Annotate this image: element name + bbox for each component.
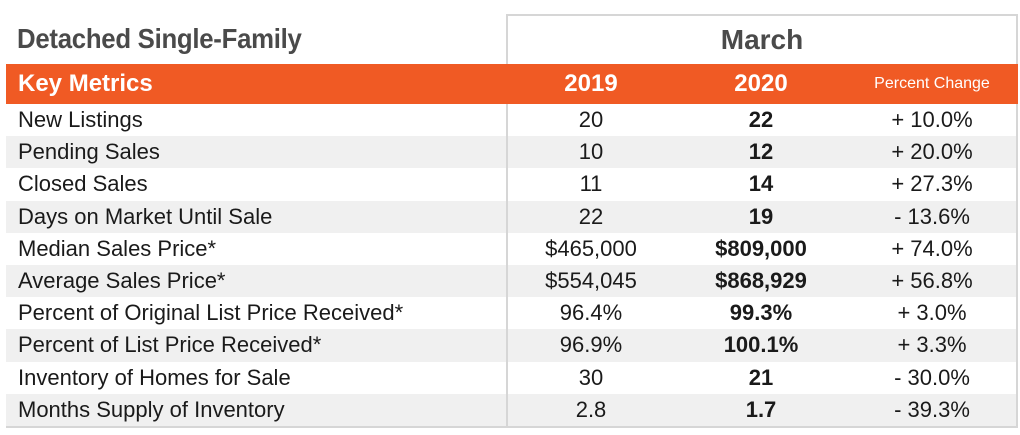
value-2020: 14 bbox=[748, 171, 774, 197]
metric-label: New Listings bbox=[18, 107, 143, 133]
percent-change: + 74.0% bbox=[891, 235, 973, 261]
metric-label: Percent of Original List Price Received* bbox=[18, 300, 404, 326]
value-2020: 19 bbox=[748, 203, 774, 229]
metric-label: Median Sales Price* bbox=[18, 235, 217, 261]
value-2019: $465,000 bbox=[545, 235, 637, 261]
table-row: Median Sales Price* $465,000 $809,000 + … bbox=[6, 233, 1018, 265]
value-2019: 11 bbox=[579, 171, 603, 197]
header-key-metrics: Key Metrics bbox=[18, 70, 153, 97]
value-2019: 2.8 bbox=[575, 396, 607, 422]
table-row: Percent of Original List Price Received*… bbox=[6, 297, 1018, 329]
period-header: March bbox=[506, 14, 1018, 64]
bottom-border bbox=[6, 425, 1018, 428]
header-percent-change: Percent Change bbox=[874, 75, 990, 92]
metrics-table: Detached Single-Family March Key Metrics… bbox=[6, 14, 1018, 428]
table-row: Inventory of Homes for Sale 30 21 - 30.0… bbox=[6, 362, 1018, 394]
value-2020: 12 bbox=[748, 139, 774, 165]
table-row: Months Supply of Inventory 2.8 1.7 - 39.… bbox=[6, 393, 1018, 426]
table-body: New Listings 20 22 + 10.0% Pending Sales… bbox=[6, 104, 1018, 426]
metric-label: Days on Market Until Sale bbox=[18, 203, 273, 229]
table-header-row: Key Metrics 2019 2020 Percent Change bbox=[6, 64, 1018, 104]
column-divider bbox=[506, 104, 508, 426]
value-2020: 99.3% bbox=[729, 300, 793, 326]
metric-label: Months Supply of Inventory bbox=[18, 396, 285, 422]
table-row: Days on Market Until Sale 22 19 - 13.6% bbox=[6, 200, 1018, 233]
percent-change: - 13.6% bbox=[894, 203, 970, 229]
percent-change: + 3.0% bbox=[897, 300, 967, 326]
metric-label: Pending Sales bbox=[18, 139, 160, 165]
value-2020: 22 bbox=[748, 107, 774, 133]
value-2019: 22 bbox=[578, 203, 604, 229]
value-2019: 20 bbox=[578, 107, 604, 133]
value-2020: $868,929 bbox=[715, 268, 807, 294]
metric-label: Percent of List Price Received* bbox=[18, 332, 322, 358]
value-2019: 30 bbox=[578, 364, 604, 390]
metric-label: Average Sales Price* bbox=[18, 268, 226, 294]
table-row: Percent of List Price Received* 96.9% 10… bbox=[6, 329, 1018, 362]
table-row: Closed Sales 11 14 + 27.3% bbox=[6, 168, 1018, 200]
table-top-row: Detached Single-Family March bbox=[6, 14, 1018, 64]
percent-change: + 3.3% bbox=[897, 332, 967, 358]
percent-change: - 30.0% bbox=[894, 364, 970, 390]
percent-change: - 39.3% bbox=[894, 396, 970, 422]
value-2019: 96.4% bbox=[559, 300, 623, 326]
table-row: Pending Sales 10 12 + 20.0% bbox=[6, 136, 1018, 169]
metric-label: Closed Sales bbox=[18, 171, 148, 197]
value-2020: 100.1% bbox=[723, 332, 799, 358]
section-title: Detached Single-Family bbox=[17, 23, 302, 54]
percent-change: + 27.3% bbox=[891, 171, 973, 197]
value-2020: 1.7 bbox=[745, 396, 777, 422]
value-2019: 10 bbox=[578, 139, 604, 165]
table-row: Average Sales Price* $554,045 $868,929 +… bbox=[6, 264, 1018, 298]
value-2020: 21 bbox=[748, 364, 774, 390]
percent-change: + 20.0% bbox=[891, 139, 973, 165]
value-2019: 96.9% bbox=[559, 332, 623, 358]
header-year-2019: 2019 bbox=[564, 70, 618, 97]
right-border bbox=[1016, 104, 1018, 426]
header-year-2020: 2020 bbox=[734, 70, 788, 97]
value-2019: $554,045 bbox=[545, 268, 637, 294]
percent-change: + 10.0% bbox=[891, 107, 973, 133]
percent-change: + 56.8% bbox=[891, 268, 973, 294]
value-2020: $809,000 bbox=[715, 235, 807, 261]
metric-label: Inventory of Homes for Sale bbox=[18, 364, 291, 390]
table-row: New Listings 20 22 + 10.0% bbox=[6, 104, 1018, 136]
